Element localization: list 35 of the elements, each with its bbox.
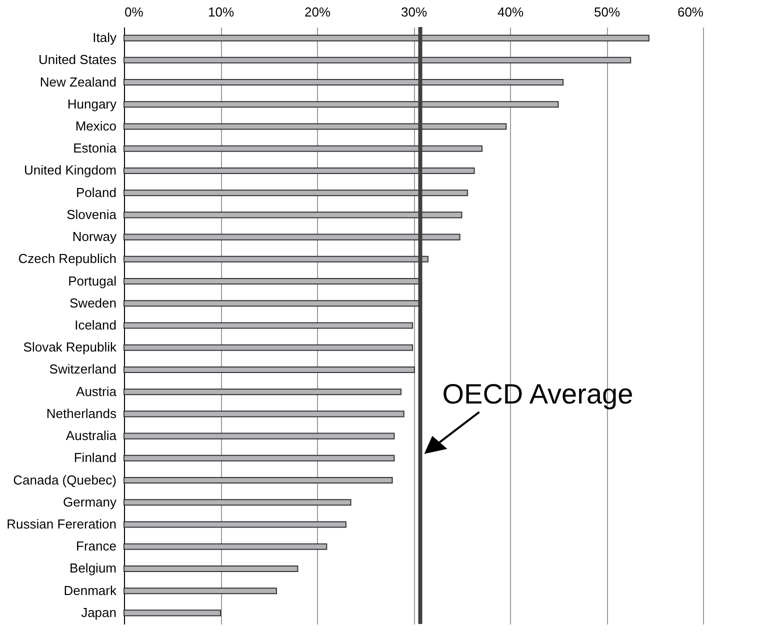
y-tick-label: Slovak Republik — [23, 340, 117, 355]
y-tick-label: United States — [38, 52, 117, 68]
y-tick-label: Estonia — [73, 140, 118, 156]
y-tick-label: Germany — [63, 494, 117, 510]
x-tick-label: 0% — [124, 4, 144, 20]
y-tick-label: Mexico — [75, 118, 116, 134]
y-tick-label: Sweden — [70, 295, 116, 310]
y-tick-label: Czech Republich — [18, 251, 116, 266]
y-tick-label: Hungary — [67, 96, 117, 112]
y-tick-label: Poland — [76, 184, 116, 200]
y-tick-label: Japan — [81, 604, 116, 620]
x-tick-label: 50% — [594, 4, 620, 20]
x-tick-label: 20% — [304, 4, 331, 20]
x-tick-label: 30% — [400, 4, 428, 20]
y-tick-label: France — [76, 538, 116, 554]
y-tick-label: Iceland — [74, 318, 116, 332]
y-tick-label: Netherlands — [46, 406, 117, 421]
y-tick-label: Russian Fereration — [6, 516, 116, 532]
y-tick-label: United Kingdom — [24, 162, 116, 178]
y-tick-label: Australia — [66, 428, 118, 444]
y-tick-label: Belgium — [70, 560, 116, 576]
ref-line-label: OECD Average — [442, 378, 634, 410]
y-tick-label: Denmark — [64, 582, 117, 598]
x-tick-label: 10% — [208, 4, 234, 20]
y-tick-label: Norway — [72, 229, 117, 244]
y-tick-label: Finland — [74, 450, 116, 466]
x-tick-label: 40% — [497, 4, 524, 20]
y-tick-label: Portugal — [68, 273, 117, 288]
x-tick-label: 60% — [677, 4, 704, 20]
y-tick-label: Italy — [92, 30, 117, 46]
y-tick-label: Canada (Quebec) — [13, 472, 116, 488]
y-tick-label: Slovenia — [66, 206, 118, 222]
y-tick-label: Austria — [76, 384, 118, 399]
y-tick-label: New Zealand — [40, 74, 116, 90]
y-tick-label: Switzerland — [49, 362, 116, 377]
